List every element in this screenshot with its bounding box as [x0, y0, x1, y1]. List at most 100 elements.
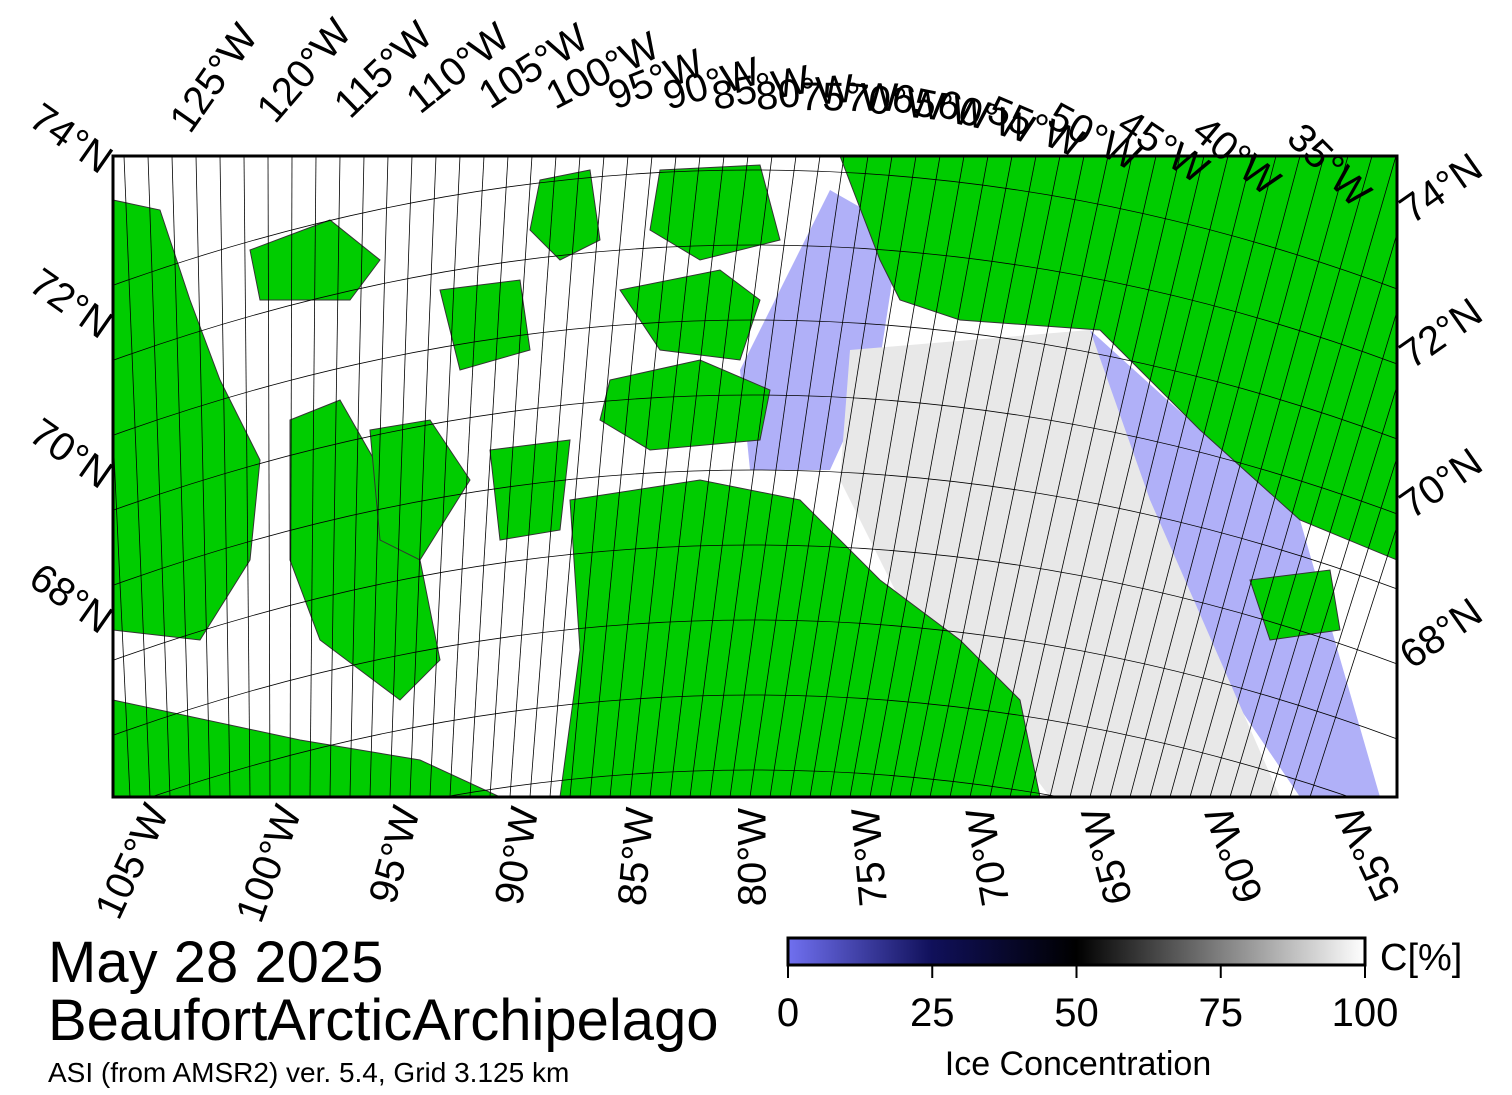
parallel — [113, 244, 1397, 365]
meridian — [789, 156, 893, 797]
meridian — [969, 156, 1109, 797]
meridian — [609, 156, 677, 797]
land — [369, 419, 471, 561]
meridian — [1109, 156, 1277, 797]
meridian — [329, 156, 341, 797]
meridian — [243, 156, 251, 797]
parallel — [150, 694, 1351, 797]
meridian — [649, 156, 725, 797]
lon-label: 85°W — [610, 806, 662, 908]
sea-ice — [840, 330, 1280, 797]
colorbar-tick-label: 25 — [910, 991, 955, 1035]
meridian — [529, 156, 581, 797]
meridian — [1149, 156, 1325, 797]
meridian — [889, 156, 1013, 797]
lon-label: 65°W — [1073, 803, 1141, 910]
meridian — [1209, 156, 1397, 797]
lon-label: 80°W — [731, 808, 775, 906]
source: ASI (from AMSR2) ver. 5.4, Grid 3.125 km — [48, 1057, 569, 1088]
meridian — [113, 425, 131, 797]
meridian — [949, 156, 1085, 797]
meridian — [629, 156, 701, 797]
lat-label: 72°N — [22, 260, 120, 347]
meridian — [123, 156, 151, 797]
parallel — [113, 169, 1397, 290]
meridian — [1309, 524, 1397, 797]
colorbar-tick-label: 50 — [1054, 991, 1099, 1035]
parallel — [441, 769, 1063, 797]
lat-label: 70°N — [22, 410, 120, 497]
lon-label: 100°W — [228, 799, 311, 928]
meridian — [1249, 309, 1397, 797]
meridian — [869, 156, 989, 797]
meridian — [389, 156, 413, 797]
meridian — [195, 156, 211, 797]
lon-label: 55°W — [1328, 800, 1410, 908]
colorbar-unit: C[%] — [1380, 937, 1462, 979]
land — [649, 164, 781, 261]
meridian — [1029, 156, 1181, 797]
parallel — [113, 469, 1397, 590]
lon-label: 80°W — [754, 67, 856, 119]
land — [113, 199, 261, 641]
meridian — [989, 156, 1133, 797]
meridian — [1229, 232, 1397, 797]
meridian — [349, 156, 365, 797]
meridian — [489, 156, 533, 797]
parallel — [113, 544, 1397, 665]
land — [599, 359, 771, 451]
lon-label: 90°W — [487, 804, 547, 909]
meridian — [1009, 156, 1157, 797]
land — [529, 169, 601, 261]
lat-label: 68°N — [22, 555, 120, 642]
meridian — [929, 156, 1061, 797]
land — [489, 439, 571, 541]
meridian — [769, 156, 869, 797]
lon-label: 95°W — [361, 801, 429, 908]
colorbar — [786, 936, 1367, 967]
meridian — [1269, 384, 1397, 797]
meridian — [509, 156, 557, 797]
colorbar-tick-label: 100 — [1332, 991, 1399, 1035]
meridian — [829, 156, 941, 797]
parallel — [113, 319, 1397, 440]
colorbar-label: Ice Concentration — [945, 1045, 1212, 1083]
meridian — [809, 156, 917, 797]
lon-label: 60°W — [1197, 801, 1272, 909]
lat-label: 74°N — [1392, 145, 1490, 232]
meridian — [549, 156, 605, 797]
region: BeaufortArcticArchipelago — [48, 988, 719, 1053]
lon-label: 75°W — [844, 806, 896, 908]
meridian — [267, 156, 271, 797]
meridian — [729, 156, 821, 797]
lon-label: 70°W — [958, 804, 1018, 909]
lat-label: 70°N — [1392, 440, 1490, 527]
meridian — [669, 156, 749, 797]
meridian — [289, 156, 293, 797]
lon-label: 75°W — [800, 75, 899, 120]
meridian — [449, 156, 485, 797]
meridian — [1169, 156, 1349, 797]
meridian — [219, 156, 231, 797]
lat-label: 72°N — [1392, 290, 1490, 377]
colorbar-tick-label: 75 — [1199, 991, 1244, 1035]
meridian — [749, 156, 845, 797]
meridian — [147, 156, 171, 797]
meridian — [1129, 156, 1301, 797]
meridian — [1089, 156, 1253, 797]
lon-label: 70°W — [844, 75, 947, 129]
lon-label: 125°W — [161, 16, 266, 140]
meridian — [369, 156, 389, 797]
map-frame — [111, 154, 1399, 799]
date: May 28 2025 — [48, 930, 383, 995]
meridian — [1289, 456, 1397, 797]
meridian — [429, 156, 461, 797]
meridian — [309, 156, 317, 797]
parallel — [113, 619, 1397, 740]
meridian — [171, 156, 191, 797]
lon-label: 105°W — [87, 797, 178, 925]
lat-label: 68°N — [1392, 590, 1490, 677]
land — [289, 399, 441, 701]
meridian — [409, 156, 437, 797]
